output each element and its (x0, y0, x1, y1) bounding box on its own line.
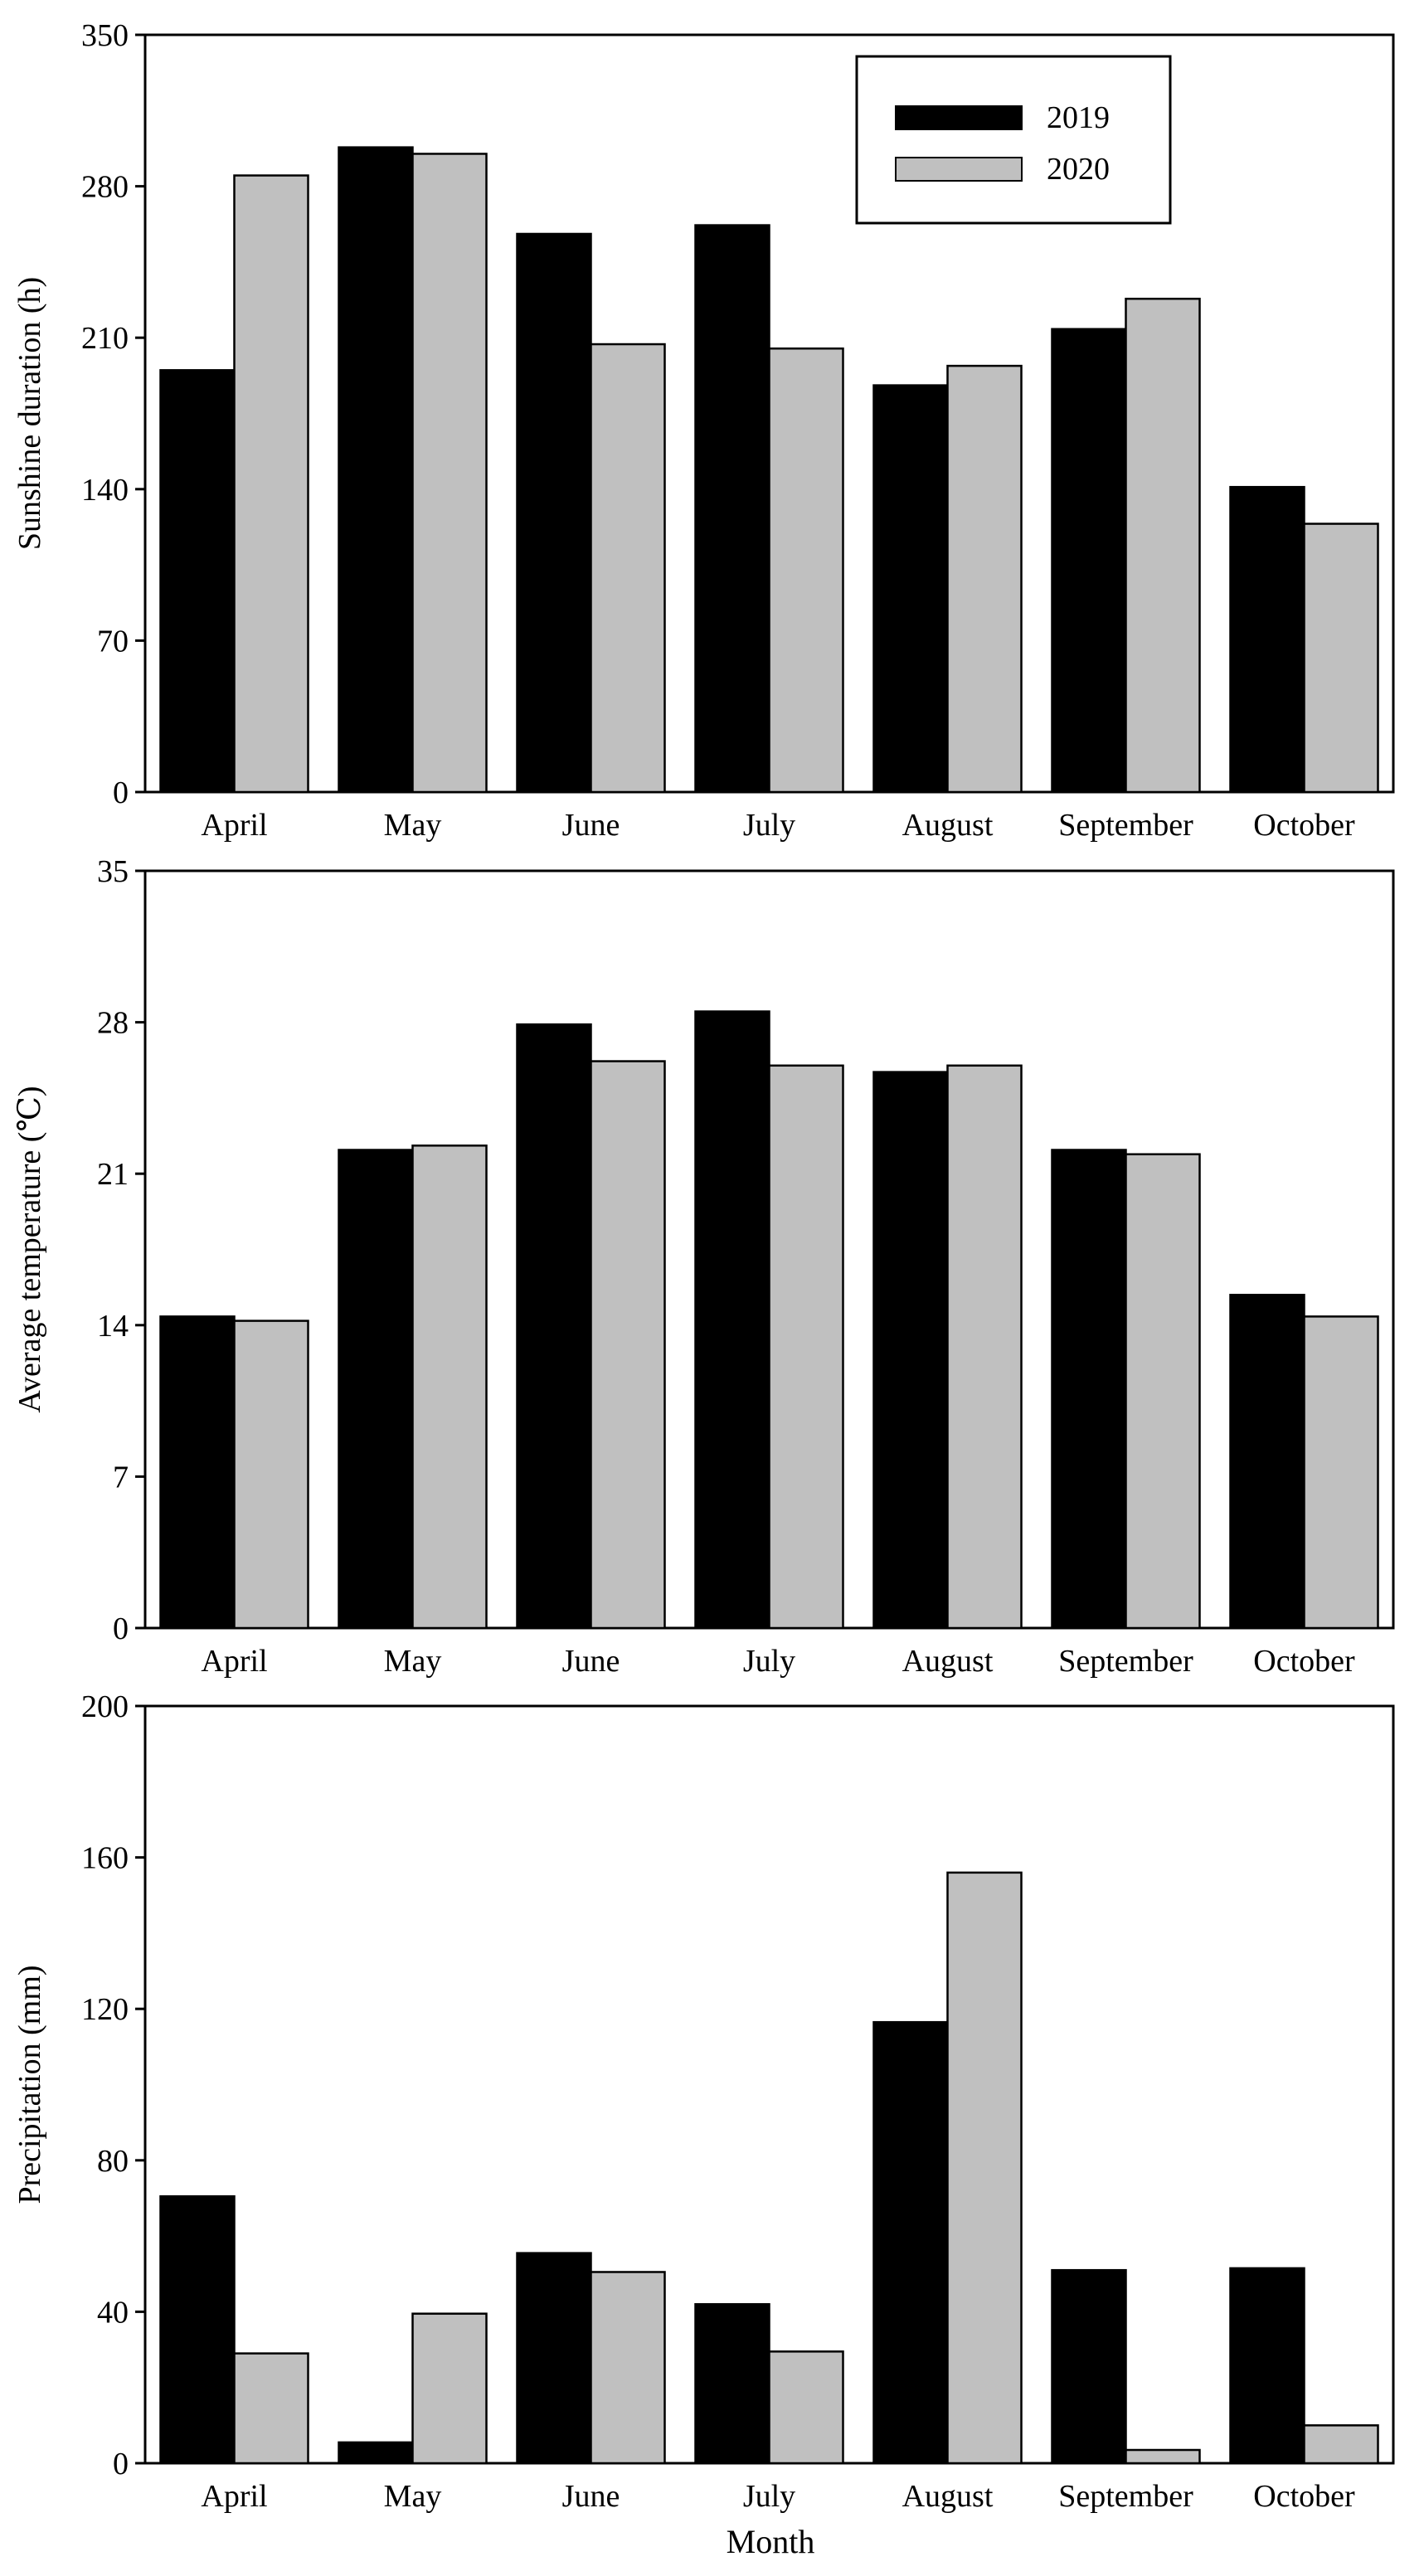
y-axis-title: Average temperature (℃) (12, 1086, 47, 1412)
x-category-label: May (384, 2479, 442, 2514)
bar-2019-october (1229, 485, 1305, 794)
x-category-label: June (562, 2479, 620, 2514)
x-category-label: July (743, 1644, 795, 1679)
bar-2020-august (946, 1871, 1023, 2465)
legend-label-2019: 2019 (1047, 100, 1110, 135)
bar-2020-october (1303, 2424, 1379, 2465)
x-axis-title-month: Month (727, 2523, 815, 2560)
bar-2019-october (1229, 2267, 1305, 2465)
bar-2020-june (590, 1060, 666, 1630)
legend-swatch-2019 (895, 105, 1023, 130)
bar-2019-october (1229, 1294, 1305, 1630)
y-tick-label: 21 (97, 1157, 129, 1192)
x-category-label: September (1058, 2479, 1193, 2514)
bar-2020-august (946, 364, 1023, 794)
y-tick-label: 0 (113, 775, 129, 810)
y-axis-title: Sunshine duration (h) (12, 277, 47, 550)
bar-2019-july (694, 1010, 770, 1630)
legend-box (855, 55, 1172, 225)
x-category-label: April (201, 2479, 267, 2514)
bar-2020-may (411, 1145, 488, 1630)
bar-2019-may (338, 1149, 414, 1630)
y-tick-label: 14 (97, 1309, 129, 1344)
x-category-label: April (201, 808, 267, 843)
bar-2019-april (159, 369, 236, 794)
y-tick-label: 70 (97, 624, 129, 659)
bar-2019-august (872, 384, 949, 794)
x-category-label: July (743, 808, 795, 843)
bar-2020-september (1125, 1153, 1201, 1630)
x-category-label: April (201, 1644, 267, 1679)
bar-2019-july (694, 2303, 770, 2465)
bar-2020-august (946, 1064, 1023, 1630)
x-category-label: August (902, 808, 994, 843)
bar-2019-august (872, 2020, 949, 2465)
y-axis-title: Precipitation (mm) (12, 1965, 47, 2204)
y-tick-label: 40 (97, 2295, 129, 2330)
x-category-label: September (1058, 808, 1193, 843)
bar-2020-july (768, 1064, 844, 1630)
bar-2020-september (1125, 2448, 1201, 2465)
x-category-label: October (1253, 1644, 1355, 1679)
bar-2020-june (590, 2271, 666, 2465)
y-tick-label: 280 (81, 170, 129, 205)
bar-2019-april (159, 1315, 236, 1630)
chart-panel-2: 0 7 14 21 28 35 Average temperature (℃) April Ma… (12, 854, 1395, 1679)
bar-2020-may (411, 2312, 488, 2465)
bar-2020-april (233, 1320, 309, 1630)
x-category-label: July (743, 2479, 795, 2514)
bar-2020-july (768, 2350, 844, 2465)
y-tick-label: 80 (97, 2144, 129, 2179)
x-category-label: May (384, 1644, 442, 1679)
bar-2019-september (1051, 2268, 1127, 2465)
bar-2019-june (516, 2252, 592, 2465)
legend-label-2020: 2020 (1047, 152, 1110, 187)
legend: 2019 2020 (855, 55, 1172, 225)
bar-2020-april (233, 2352, 309, 2465)
x-category-label: June (562, 808, 620, 843)
y-tick-label: 0 (113, 1611, 129, 1646)
bar-2020-may (411, 153, 488, 794)
legend-swatch-2020 (895, 157, 1023, 182)
bar-2020-september (1125, 297, 1201, 794)
x-category-label: August (902, 2479, 994, 2514)
x-category-label: October (1253, 808, 1355, 843)
x-category-label: June (562, 1644, 620, 1679)
y-tick-label: 210 (81, 321, 129, 356)
bar-2020-october (1303, 1315, 1379, 1630)
x-category-label: August (902, 1644, 994, 1679)
x-category-label: September (1058, 1644, 1193, 1679)
bar-2019-september (1051, 328, 1127, 794)
bar-2019-may (338, 2441, 414, 2465)
bar-2019-september (1051, 1149, 1127, 1630)
bar-2019-may (338, 146, 414, 794)
y-tick-label: 140 (81, 473, 129, 508)
y-tick-label: 350 (81, 18, 129, 53)
y-tick-label: 200 (81, 1689, 129, 1724)
chart-panel-3: 0 40 80 120 160 200 Precipitation (mm) April May… (12, 1689, 1395, 2514)
x-category-label: October (1253, 2479, 1355, 2514)
y-tick-label: 35 (97, 854, 129, 889)
bar-2019-august (872, 1071, 949, 1630)
bar-2019-june (516, 1023, 592, 1630)
bar-2020-april (233, 174, 309, 794)
bar-2019-july (694, 224, 770, 794)
y-tick-label: 120 (81, 1992, 129, 2027)
bar-2020-october (1303, 522, 1379, 794)
bar-2019-april (159, 2194, 236, 2465)
y-tick-label: 7 (113, 1460, 129, 1495)
bar-2020-june (590, 343, 666, 794)
y-tick-label: 0 (113, 2447, 129, 2481)
y-tick-label: 28 (97, 1006, 129, 1041)
bar-2020-july (768, 347, 844, 794)
y-tick-label: 160 (81, 1841, 129, 1876)
x-category-label: May (384, 808, 442, 843)
bar-2019-june (516, 232, 592, 794)
chart-panel-1: 0 70 140 210 280 350 Sunshine duration (h) Apri… (12, 18, 1395, 843)
